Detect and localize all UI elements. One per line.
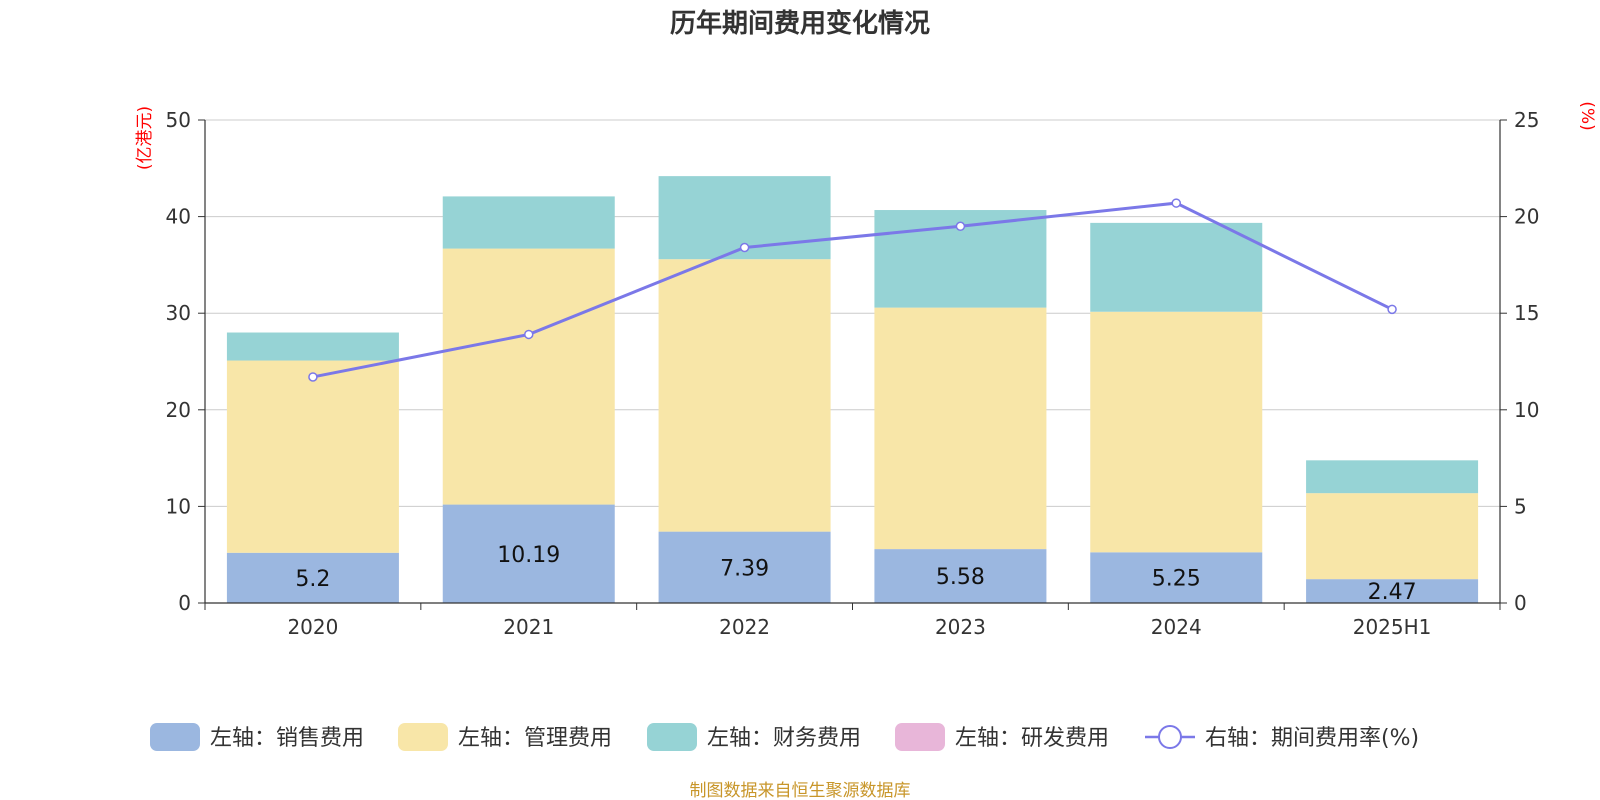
- axes: 0 10 20 30 40 50 0 5 10 15 20 25 (亿港元) (%) 2020 2021 202…: [135, 101, 1597, 639]
- bar-segment: [1090, 222, 1263, 312]
- legend: 左轴：销售费用 左轴：管理费用 左轴：财务费用 左轴：研发费用 右轴：期间费用率(%): [150, 723, 1419, 751]
- bar-data-label: 2.47: [1368, 580, 1417, 605]
- rate-point: [739, 242, 750, 253]
- legend-swatch: [895, 723, 945, 751]
- rate-point: [524, 329, 534, 340]
- right-axis-tick-label: 25: [1514, 108, 1539, 132]
- x-axis-tick-label: 2020: [287, 615, 338, 639]
- bar-data-label: 5.58: [936, 565, 985, 590]
- rate-line: [308, 198, 1397, 382]
- right-axis-unit: (%): [1577, 101, 1597, 130]
- legend-marker: [1158, 725, 1182, 749]
- grid: [205, 119, 1500, 507]
- rate-point: [308, 372, 318, 382]
- source-note: 制图数据来自恒生聚源数据库: [690, 781, 911, 800]
- legend-label: 左轴：财务费用: [707, 726, 861, 751]
- bar-segment: [874, 307, 1047, 550]
- legend-label: 左轴：管理费用: [458, 726, 612, 751]
- legend-swatch: [398, 723, 448, 751]
- data-labels: 5.2 10.19 7.39 5.58 5.25 2.47: [295, 543, 1416, 605]
- legend-label: 右轴：期间费用率(%): [1205, 726, 1419, 751]
- bar-segment: [1090, 552, 1263, 603]
- bar-segment: [1306, 460, 1479, 494]
- right-axis-tick-label: 5: [1514, 494, 1527, 518]
- bar-segment: [1306, 493, 1479, 580]
- rate-point: [1387, 304, 1397, 315]
- bar-segment: [658, 259, 831, 532]
- x-axis-tick-label: 2021: [503, 615, 554, 639]
- bar-segment: [442, 504, 615, 603]
- left-axis-unit: (亿港元): [135, 106, 155, 170]
- left-axis-tick-label: 40: [166, 205, 191, 229]
- bar-data-label: 5.25: [1152, 567, 1201, 592]
- left-axis-tick-label: 0: [178, 591, 191, 615]
- x-axis-tick-label: 2022: [719, 615, 770, 639]
- right-axis-tick-label: 15: [1514, 301, 1539, 325]
- bars: [226, 176, 1479, 603]
- bar-segment: [442, 248, 615, 505]
- right-axis-tick-label: 0: [1514, 591, 1527, 615]
- left-axis-tick-label: 10: [166, 494, 191, 518]
- bar-data-label: 10.19: [497, 543, 560, 568]
- legend-swatch: [150, 723, 200, 751]
- legend-label: 左轴：销售费用: [210, 726, 364, 751]
- bar-data-label: 7.39: [720, 556, 769, 581]
- chart-title: 历年期间费用变化情况: [670, 8, 930, 39]
- left-axis-tick-label: 50: [166, 108, 191, 132]
- rate-point: [1171, 198, 1181, 208]
- bar-segment: [226, 360, 399, 553]
- legend-label: 左轴：研发费用: [955, 726, 1109, 751]
- x-axis-tick-label: 2023: [935, 615, 986, 639]
- legend-swatch: [647, 723, 697, 751]
- rate-point: [955, 221, 966, 232]
- bar-segment: [226, 332, 399, 361]
- x-axis-tick-label: 2024: [1151, 615, 1202, 639]
- right-axis-tick-label: 10: [1514, 398, 1539, 422]
- left-axis-tick-label: 20: [166, 398, 191, 422]
- bar-segment: [874, 549, 1047, 603]
- x-axis-tick-label: 2025H1: [1353, 615, 1432, 639]
- bar-segment: [442, 196, 615, 249]
- bar-segment: [226, 552, 399, 603]
- left-axis-tick-label: 30: [166, 301, 191, 325]
- right-axis-tick-label: 20: [1514, 205, 1539, 229]
- bar-segment: [1090, 311, 1263, 553]
- bar-segment: [1306, 579, 1479, 603]
- bar-data-label: 5.2: [295, 567, 330, 592]
- bar-segment: [658, 531, 831, 603]
- rate-line-path: [312, 201, 1393, 379]
